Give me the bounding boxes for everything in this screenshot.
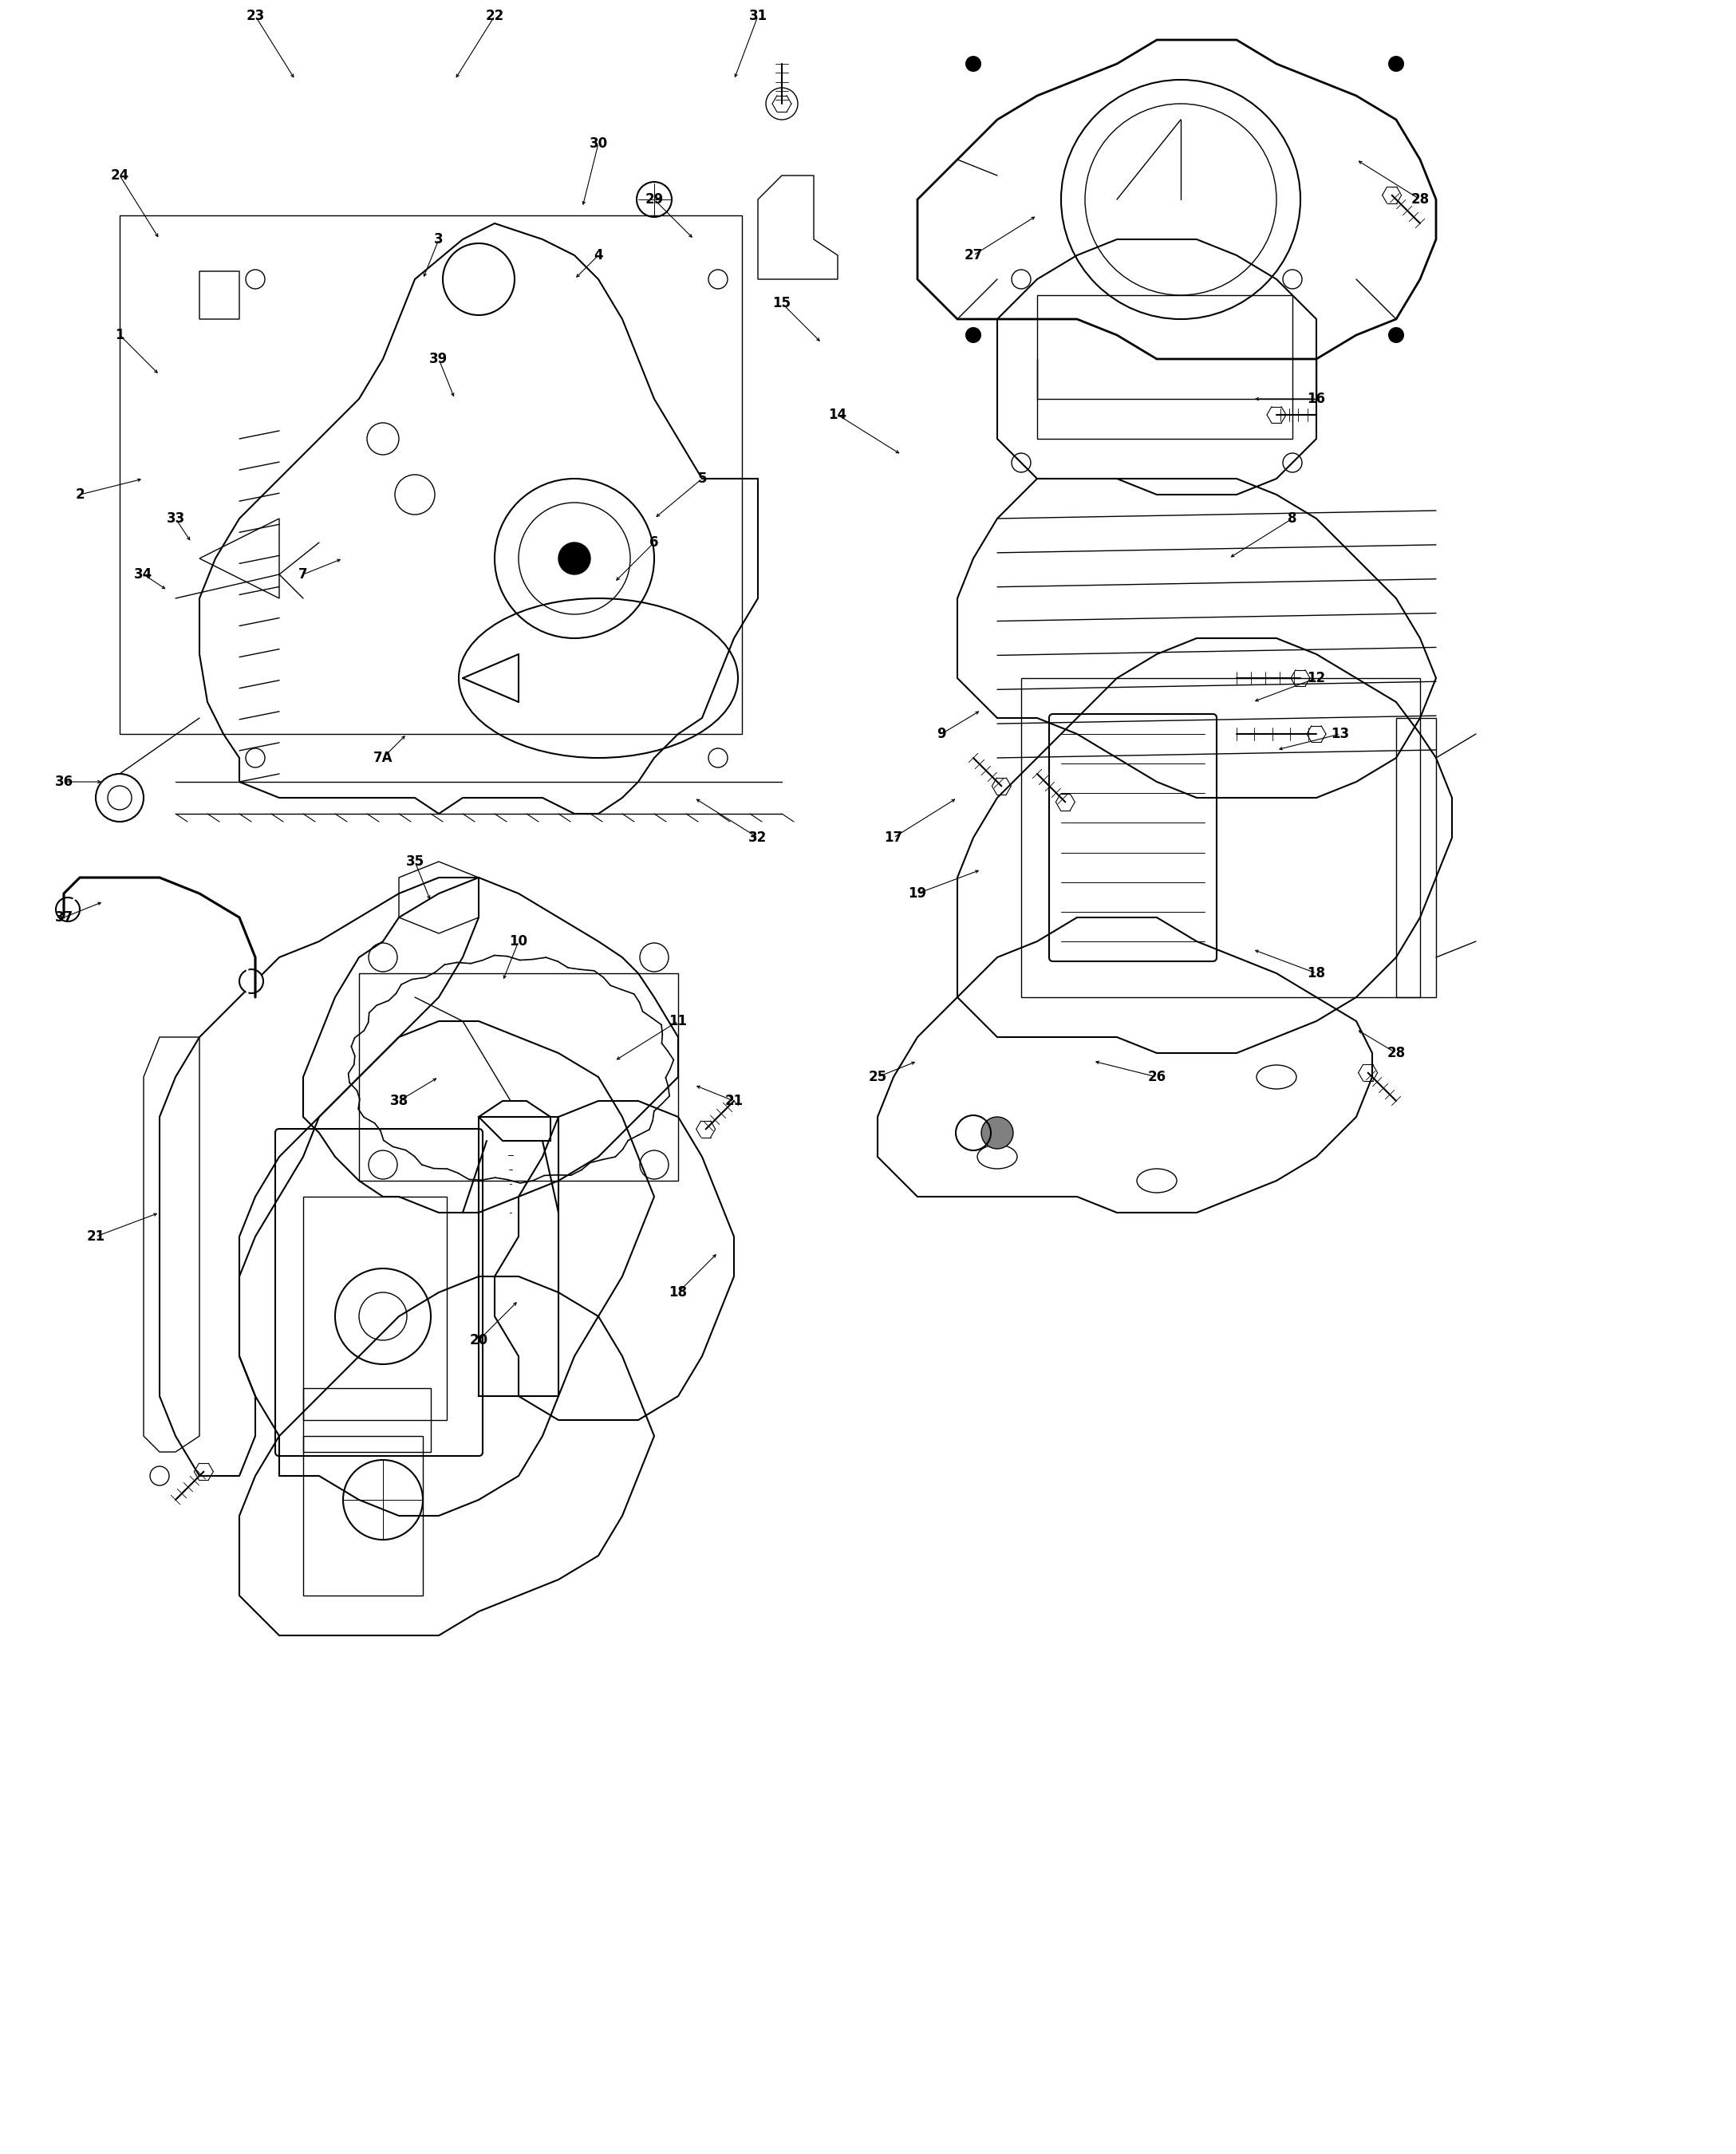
Circle shape	[559, 543, 590, 575]
Circle shape	[247, 269, 266, 289]
Circle shape	[981, 1118, 1014, 1148]
Text: 24: 24	[111, 168, 128, 183]
Text: 38: 38	[389, 1094, 408, 1107]
Text: 20: 20	[469, 1333, 488, 1348]
Bar	[479, 1118, 559, 1396]
Text: 6: 6	[649, 536, 658, 549]
Text: 9: 9	[937, 726, 946, 741]
Text: 39: 39	[429, 351, 448, 366]
Text: 35: 35	[406, 855, 424, 868]
Text: 17: 17	[884, 831, 903, 844]
Text: 1: 1	[115, 327, 125, 342]
Text: 37: 37	[54, 911, 73, 924]
Text: 16: 16	[1307, 392, 1326, 407]
Text: 26: 26	[1147, 1071, 1167, 1083]
Text: 28: 28	[1411, 192, 1429, 207]
Circle shape	[1389, 56, 1404, 71]
Circle shape	[708, 747, 727, 767]
Circle shape	[247, 747, 266, 767]
Text: 11: 11	[668, 1015, 687, 1027]
Circle shape	[240, 969, 264, 993]
Text: 19: 19	[908, 885, 927, 900]
Text: 18: 18	[1307, 967, 1326, 980]
Bar	[304, 1198, 446, 1419]
Text: 33: 33	[167, 510, 184, 526]
Text: 14: 14	[828, 407, 847, 422]
Text: 21: 21	[724, 1094, 743, 1107]
Text: 12: 12	[1307, 670, 1326, 685]
Text: 36: 36	[54, 775, 73, 788]
Text: 18: 18	[668, 1286, 687, 1299]
Text: 28: 28	[1387, 1047, 1406, 1060]
Circle shape	[965, 56, 981, 71]
Bar	[304, 1387, 431, 1452]
Text: 8: 8	[1288, 510, 1297, 526]
Bar	[359, 974, 679, 1180]
Text: 4: 4	[594, 248, 602, 263]
Bar	[1021, 679, 1420, 997]
Text: 30: 30	[589, 136, 608, 151]
Text: 27: 27	[963, 248, 983, 263]
Text: 2: 2	[75, 487, 85, 502]
Circle shape	[56, 898, 80, 922]
Text: 23: 23	[247, 9, 264, 24]
Text: 7: 7	[299, 567, 307, 582]
Text: 25: 25	[868, 1071, 887, 1083]
Text: 32: 32	[748, 831, 767, 844]
Bar	[1036, 295, 1292, 439]
Text: 15: 15	[773, 295, 792, 310]
Text: 10: 10	[509, 935, 528, 948]
Text: 7A: 7A	[373, 752, 392, 765]
Bar	[120, 215, 741, 735]
Text: 29: 29	[644, 192, 663, 207]
Text: 3: 3	[434, 233, 443, 246]
Circle shape	[1389, 327, 1404, 342]
Text: 13: 13	[1332, 726, 1349, 741]
Text: 21: 21	[87, 1230, 104, 1243]
Text: 22: 22	[486, 9, 503, 24]
Text: 34: 34	[134, 567, 153, 582]
Circle shape	[965, 327, 981, 342]
Text: 5: 5	[698, 472, 707, 487]
Circle shape	[708, 269, 727, 289]
Text: 31: 31	[748, 9, 767, 24]
Bar	[304, 1437, 424, 1596]
Bar	[1396, 717, 1436, 997]
